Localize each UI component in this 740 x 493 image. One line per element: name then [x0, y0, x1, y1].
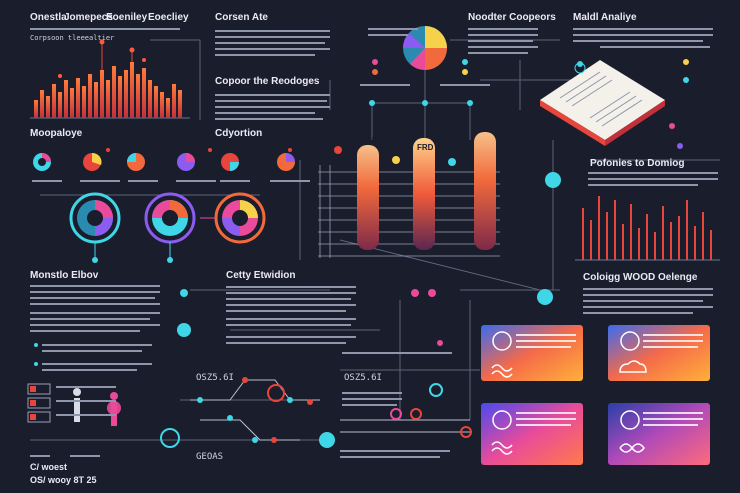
footer-label-2: OS/ wooy 8T 25 [30, 475, 97, 485]
large-donut-row [69, 192, 266, 263]
footer-label-1: C/ woest [30, 462, 68, 472]
heading-corsen-ate: Corsen Ate [215, 12, 268, 23]
number-label-2: OSZ5.6I [344, 373, 382, 383]
small-donut-row [33, 148, 295, 171]
number-label-1: OSZ5.6I [196, 373, 234, 383]
heading-moopaloye: Moopaloye [30, 128, 83, 139]
number-label-3: GEOAS [196, 452, 224, 462]
right-bar-chart [575, 196, 720, 261]
top-left-bar-chart [30, 39, 190, 119]
subheading-corpsoon: Corpsoon tleeealtier [30, 34, 115, 42]
bottom-left-figures [27, 343, 118, 426]
cylinder-chart [318, 132, 500, 258]
top-pie-gauge [403, 26, 447, 70]
heading-monstlo-elbov: Monstlo Elbov [30, 270, 99, 281]
bottom-network [190, 379, 470, 441]
cylinder-label-1: FRD [361, 136, 378, 145]
heading-onestla: Onestla [30, 12, 67, 23]
cylinder-label-2: FRD [417, 143, 434, 152]
heading-jomepecs: Jomepecs [64, 12, 113, 23]
isometric-document-icon [540, 60, 665, 146]
heading-maldl-analiye: Maldl Analiye [573, 12, 637, 23]
heading-eoeniley: Eoeniley [106, 12, 148, 23]
heading-cetty-etwidion: Cetty Etwidion [226, 270, 296, 281]
heading-pofonies-domiog: Pofonies to Domiog [590, 158, 685, 169]
heading-cdyortion: Cdyortion [215, 128, 263, 139]
heading-coloigg-wood-oelenge: Coloigg WOOD Oelenge [583, 272, 698, 283]
heading-copoor-reodoges: Copoor the Reodoges [215, 76, 320, 87]
heading-noodter-coopeors: Noodter Coopeors [468, 12, 556, 23]
heading-eoecliey: Eoecliey [148, 12, 189, 23]
